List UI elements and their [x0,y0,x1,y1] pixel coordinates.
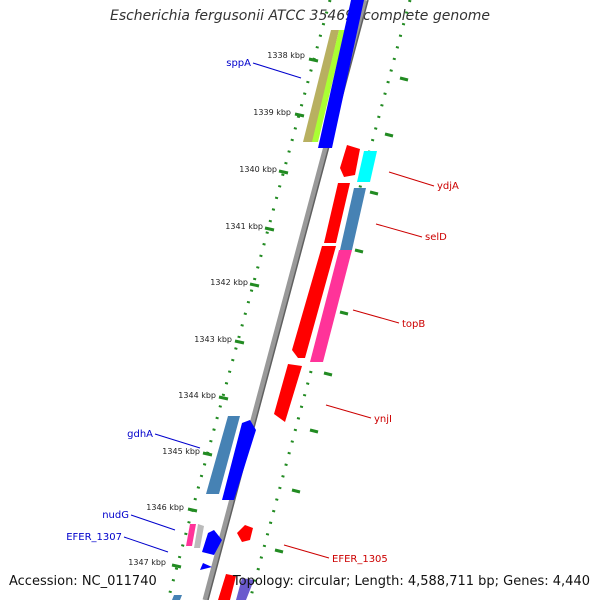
tick-mark [323,371,333,377]
gene-feature-pink [310,250,352,362]
tick-mark [171,563,182,569]
gene-label-leader [388,171,435,187]
tick-mark [234,339,245,345]
gene-feature-red [340,145,360,177]
gene-feature-blue [200,563,212,570]
tick-mark [278,169,289,175]
gene-label-leader [325,404,372,419]
gene-feature-slateblue [236,578,254,600]
gene-feature-cyan [357,151,377,182]
tick-label: 1342 kbp [210,278,248,287]
tick-mark [369,190,379,196]
gene-feature-olive [303,30,339,142]
gene-feature-red [218,574,236,600]
tick-mark [294,112,305,118]
gene-label-gdhA: gdhA [127,429,153,440]
gene-label-leader [123,536,169,553]
gene-feature-red [292,246,336,358]
gene-label-ydjA: ydjA [437,181,459,192]
tick-label: 1343 kbp [194,335,232,344]
gene-feature-lime [312,30,345,142]
gene-label-sppA: sppA [226,58,251,69]
dotted-ring-inner [166,0,332,600]
tick-label: 1339 kbp [253,108,291,117]
tick-mark [218,395,229,401]
tick-mark [187,507,198,513]
dotted-ring-outer [248,0,412,600]
accession-text: Accession: NC_011740 [9,574,157,589]
gene-feature-grey [194,524,204,548]
gene-label-EFER_1305: EFER_1305 [332,554,388,565]
gene-feature-blue [222,420,256,500]
tick-marks [171,57,409,569]
gene-label-topB: topB [402,319,425,330]
tick-mark [339,310,349,316]
topology-text: Topology: circular; Length: 4,588,711 bp… [232,574,590,589]
gene-feature-steelblue [340,188,366,250]
gene-feature-steelblue [172,595,182,600]
tick-label: 1338 kbp [267,51,305,60]
tick-label: 1344 kbp [178,391,216,400]
tick-label: 1345 kbp [162,447,200,456]
outer-track [218,145,377,600]
tick-mark [202,451,213,457]
gene-label-leader [130,514,176,531]
gene-label-selD: selD [425,232,447,243]
tick-label: 1340 kbp [239,165,277,174]
gene-label-leader [352,309,400,324]
gene-feature-red [237,525,253,542]
gene-feature-red [274,364,302,422]
gene-feature-blue [318,0,364,148]
gene-label-EFER_1307: EFER_1307 [66,532,122,543]
gene-label-nudG: nudG [102,510,129,521]
gene-label-leader [283,544,330,559]
tick-mark [308,57,319,63]
tick-label: 1341 kbp [225,222,263,231]
tick-mark [274,548,284,554]
gene-feature-red [324,183,350,243]
tick-mark [264,226,275,232]
tick-mark [249,282,260,288]
gene-feature-blue [202,530,222,555]
tick-mark [291,488,301,494]
gene-label-ynjI: ynjI [374,414,392,425]
tick-mark [309,428,319,434]
map-title: Escherichia fergusonii ATCC 35469, compl… [109,8,491,24]
tick-mark [354,248,364,254]
gene-feature-steelblue [206,416,240,494]
tick-label: 1346 kbp [146,503,184,512]
tick-label: 1347 kbp [128,558,166,567]
gene-label-leader [252,62,302,79]
gene-label-leader [154,433,201,449]
inner-track [172,0,364,600]
tick-mark [399,76,409,82]
tick-mark [384,132,394,138]
gene-label-leader [375,223,423,238]
gene-feature-pink [186,524,196,546]
